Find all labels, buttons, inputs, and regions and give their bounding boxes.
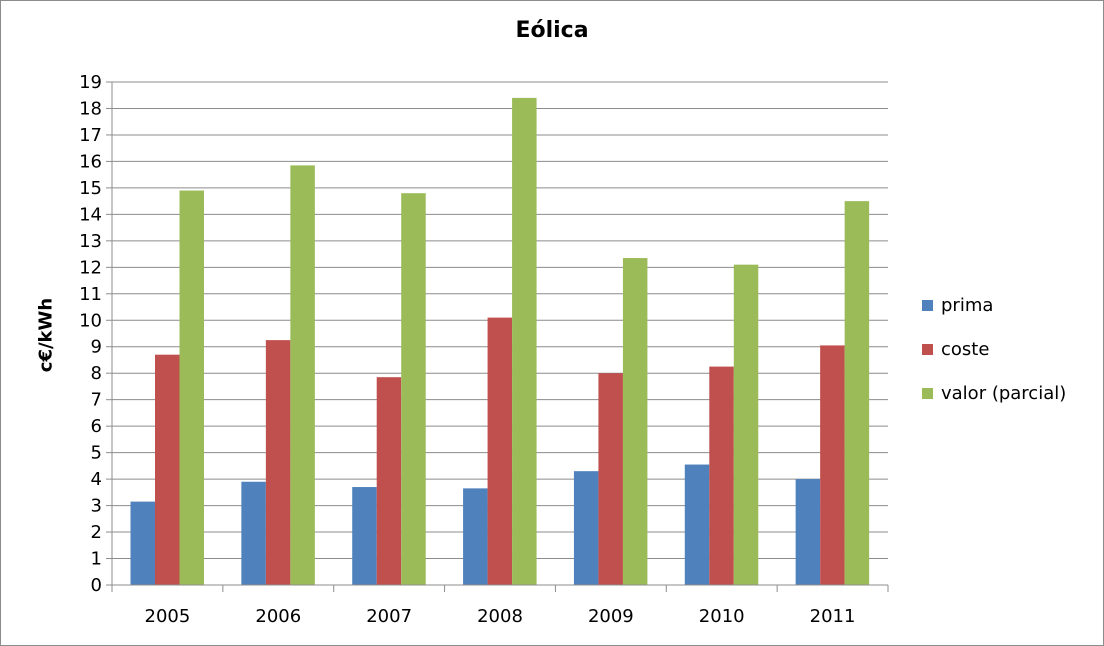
y-tick-label: 13: [79, 231, 102, 252]
x-tick-label: 2010: [699, 606, 745, 627]
bar-valor-2007: [401, 193, 426, 586]
bar-prima-2005: [130, 501, 155, 585]
x-tick-label: 2011: [810, 606, 856, 627]
bar-prima-2009: [573, 471, 599, 585]
legend-swatch: [922, 387, 933, 399]
y-tick-label: 16: [79, 151, 102, 172]
y-tick-label: 6: [91, 416, 102, 437]
bar-valor-2010: [733, 264, 759, 585]
axes: [106, 81, 889, 592]
bar-valor-2006: [290, 165, 315, 586]
y-tick-label: 9: [91, 337, 102, 358]
y-tick-label: 17: [79, 125, 102, 146]
chart-title: Eólica: [515, 18, 589, 43]
legend: prima coste valor (parcial): [922, 294, 1066, 426]
x-tick-label: 2006: [255, 606, 301, 627]
y-tick-label: 12: [79, 257, 102, 278]
x-tick-label: 2007: [366, 606, 412, 627]
y-tick-label: 19: [79, 72, 102, 93]
bar-coste-2007: [376, 377, 402, 585]
bar-coste-2006: [265, 340, 291, 585]
y-tick-label: 7: [91, 390, 102, 411]
legend-item: valor (parcial): [922, 382, 1066, 404]
legend-label: coste: [941, 338, 990, 360]
legend-label: valor (parcial): [941, 382, 1067, 404]
legend-swatch: [922, 343, 933, 355]
bar-prima-2006: [241, 481, 266, 585]
y-tick-label: 3: [91, 496, 102, 517]
y-tick-label: 1: [91, 549, 102, 570]
legend-item: coste: [922, 338, 1066, 360]
y-tick-label: 18: [79, 98, 102, 119]
bar-valor-2005: [179, 190, 204, 585]
y-tick-label: 2: [91, 522, 102, 543]
y-tick-label: 11: [79, 284, 102, 305]
bar-prima-2010: [684, 464, 710, 585]
bars: [130, 97, 870, 586]
legend-item: prima: [922, 294, 1066, 316]
x-tick-label: 2009: [588, 606, 634, 627]
bar-coste-2010: [709, 366, 734, 585]
legend-swatch: [922, 299, 933, 311]
y-tick-label: 5: [91, 443, 102, 464]
bar-coste-2009: [598, 373, 623, 585]
bar-prima-2007: [352, 487, 377, 585]
bar-coste-2008: [487, 317, 513, 585]
y-tick-label: 14: [79, 204, 102, 225]
y-tick-label: 8: [91, 363, 102, 384]
x-tick-label: 2005: [145, 606, 191, 627]
y-tick-label: 0: [91, 575, 102, 596]
legend-label: prima: [941, 294, 994, 316]
bar-valor-2008: [512, 97, 537, 585]
y-tick-label: 10: [79, 310, 102, 331]
bar-prima-2008: [463, 488, 488, 585]
y-tick-label: 15: [79, 178, 102, 199]
bar-valor-2009: [622, 258, 648, 585]
bar-coste-2011: [820, 345, 845, 585]
bar-prima-2011: [795, 479, 821, 585]
bar-coste-2005: [155, 354, 180, 585]
bar-valor-2011: [844, 201, 870, 585]
y-tick-label: 4: [91, 469, 102, 490]
x-tick-label: 2008: [477, 606, 523, 627]
